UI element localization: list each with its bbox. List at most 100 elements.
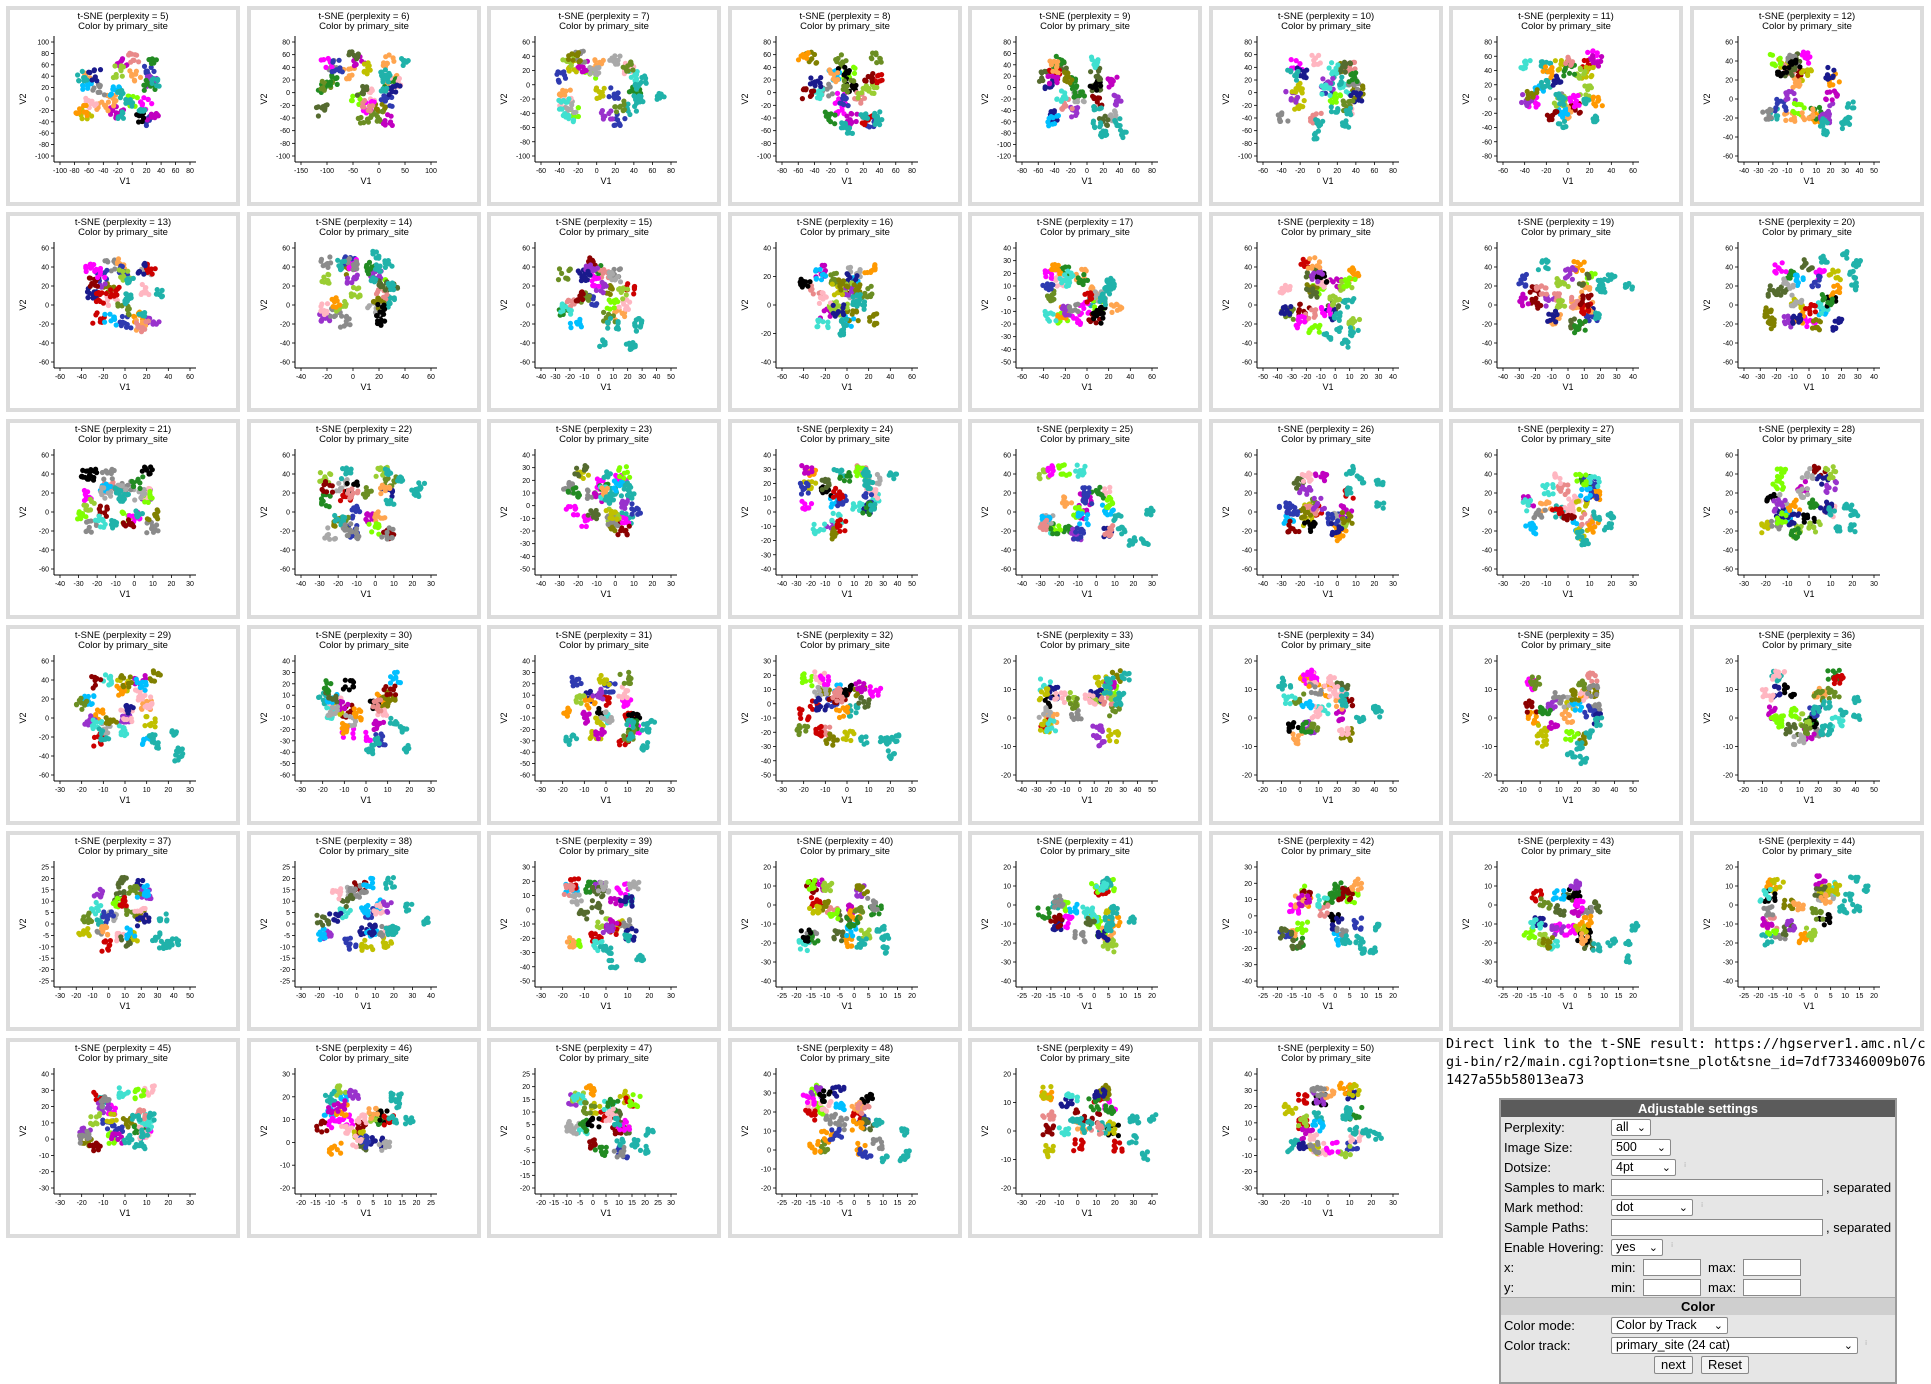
x-tick-label: -40: [809, 168, 819, 175]
data-point: [1294, 325, 1300, 331]
x-tick-label: 20: [1360, 374, 1368, 381]
data-point: [1312, 312, 1318, 319]
tsne-plot-panel[interactable]: t-SNE (perplexity = 6) Color by primary_s…: [247, 6, 481, 206]
data-point: [849, 111, 855, 117]
data-point: [559, 270, 565, 276]
data-point: [75, 72, 81, 78]
data-point: [376, 255, 382, 261]
data-point: [581, 273, 587, 280]
y-tick-label: -40: [1242, 116, 1252, 123]
tsne-plot-panel[interactable]: t-SNE (perplexity = 12) Color by primary_…: [1690, 6, 1924, 206]
y-tick-label: 20: [1725, 78, 1733, 85]
tsne-plot-panel[interactable]: t-SNE (perplexity = 8) Color by primary_s…: [728, 6, 962, 206]
data-point: [1294, 70, 1300, 76]
data-point: [815, 317, 821, 323]
data-point: [108, 318, 114, 324]
data-point: [1557, 79, 1563, 85]
data-point: [838, 332, 844, 338]
data-point: [1602, 276, 1608, 282]
y-axis-label: V2: [18, 93, 28, 104]
plot-subtitle: Color by primary_site: [559, 21, 649, 32]
y-tick-label: 20: [522, 68, 530, 75]
data-point: [578, 324, 584, 330]
data-point: [1556, 315, 1562, 321]
tsne-plot-panel[interactable]: t-SNE (perplexity = 10) Color by primary_…: [1209, 6, 1443, 206]
data-point: [157, 291, 163, 297]
data-point: [1790, 284, 1796, 290]
data-point: [630, 67, 636, 73]
data-point: [1585, 87, 1591, 93]
data-point: [382, 318, 388, 324]
data-point: [1348, 67, 1354, 73]
data-point: [1311, 131, 1318, 138]
x-axis-label: V1: [600, 382, 611, 392]
data-point: [361, 68, 367, 74]
tsne-plot-panel[interactable]: t-SNE (perplexity = 21) Color by primary_…: [6, 419, 240, 619]
data-point: [1540, 68, 1546, 74]
data-point: [799, 96, 805, 102]
x-tick-label: -60: [55, 374, 65, 381]
data-point: [1088, 54, 1095, 60]
x-tick-label: -100: [320, 168, 334, 175]
tsne-plot-panel[interactable]: t-SNE (perplexity = 14) Color by primary_…: [247, 212, 481, 412]
data-point: [105, 99, 111, 105]
data-point: [1314, 294, 1320, 300]
x-tick-label: 60: [172, 168, 180, 175]
tsne-plot-panel[interactable]: t-SNE (perplexity = 16) Color by primary_…: [728, 212, 962, 412]
data-point: [1090, 84, 1096, 90]
tsne-plot-panel[interactable]: t-SNE (perplexity = 17) Color by primary_…: [968, 212, 1202, 412]
data-point: [1548, 74, 1554, 81]
data-point: [337, 65, 343, 71]
y-tick-label: 60: [522, 40, 530, 47]
x-tick-label: 0: [132, 581, 136, 588]
data-point: [814, 324, 820, 330]
data-point: [79, 116, 85, 122]
data-point: [1594, 52, 1600, 59]
data-point: [346, 264, 352, 271]
data-point: [825, 319, 831, 325]
plot-title: t-SNE (perplexity = 19): [1518, 217, 1614, 228]
data-point: [83, 95, 89, 101]
data-point: [1585, 49, 1591, 56]
data-point: [140, 107, 146, 113]
tsne-plot-panel[interactable]: t-SNE (perplexity = 13) Color by primary_…: [6, 212, 240, 412]
data-point: [375, 301, 381, 308]
data-point: [577, 316, 583, 322]
data-point: [859, 90, 865, 96]
tsne-plot-panel[interactable]: t-SNE (perplexity = 9) Color by primary_s…: [968, 6, 1202, 206]
tsne-plot-panel[interactable]: t-SNE (perplexity = 11) Color by primary_…: [1449, 6, 1683, 206]
data-point: [111, 293, 117, 299]
data-point: [1288, 304, 1294, 310]
data-point: [1084, 299, 1090, 305]
tsne-plot-panel[interactable]: t-SNE (perplexity = 15) Color by primary_…: [487, 212, 721, 412]
tsne-plot-panel[interactable]: t-SNE (perplexity = 19) Color by primary_…: [1449, 212, 1683, 412]
x-axis-label: V1: [841, 382, 852, 392]
data-point: [1328, 109, 1335, 115]
tsne-plot-panel[interactable]: t-SNE (perplexity = 20) Color by primary_…: [1690, 212, 1924, 412]
data-point: [1785, 317, 1791, 323]
data-point: [861, 112, 867, 118]
data-point: [615, 61, 621, 67]
data-point: [1326, 65, 1332, 71]
tsne-plot-panel[interactable]: t-SNE (perplexity = 5) Color by primary_s…: [6, 6, 240, 206]
data-point: [367, 106, 373, 112]
y-tick-label: 20: [41, 284, 49, 291]
data-point: [1284, 307, 1290, 313]
data-point: [842, 96, 849, 102]
data-point: [867, 318, 873, 324]
tsne-plot-panel[interactable]: t-SNE (perplexity = 18) Color by primary_…: [1209, 212, 1443, 412]
x-tick-label: 0: [1566, 374, 1570, 381]
data-point: [1301, 71, 1307, 77]
data-point: [144, 68, 150, 74]
data-point: [580, 291, 586, 297]
tsne-plot-panel[interactable]: t-SNE (perplexity = 7) Color by primary_s…: [487, 6, 721, 206]
data-point: [102, 274, 108, 280]
data-point: [1338, 67, 1344, 73]
y-tick-label: 60: [1244, 246, 1252, 253]
data-point: [1828, 271, 1834, 277]
data-point: [1538, 291, 1544, 297]
data-point: [1316, 259, 1323, 265]
data-point: [386, 92, 392, 98]
scatter-points: [797, 262, 880, 338]
data-point: [840, 125, 846, 131]
